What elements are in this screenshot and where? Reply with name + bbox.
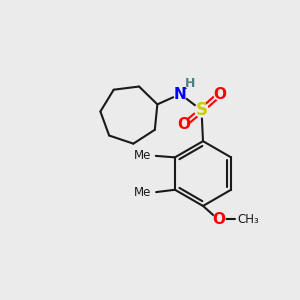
- Circle shape: [178, 119, 190, 131]
- Text: CH₃: CH₃: [238, 213, 260, 226]
- Text: O: O: [177, 118, 190, 133]
- Text: N: N: [174, 87, 187, 102]
- Circle shape: [195, 103, 208, 117]
- Circle shape: [213, 213, 225, 225]
- Text: Me: Me: [134, 149, 151, 162]
- Text: S: S: [196, 101, 208, 119]
- Text: O: O: [213, 87, 226, 102]
- Circle shape: [174, 88, 187, 100]
- Circle shape: [185, 79, 194, 88]
- Text: H: H: [184, 77, 195, 90]
- Text: O: O: [213, 212, 226, 227]
- Text: Me: Me: [134, 186, 151, 199]
- Circle shape: [214, 88, 226, 100]
